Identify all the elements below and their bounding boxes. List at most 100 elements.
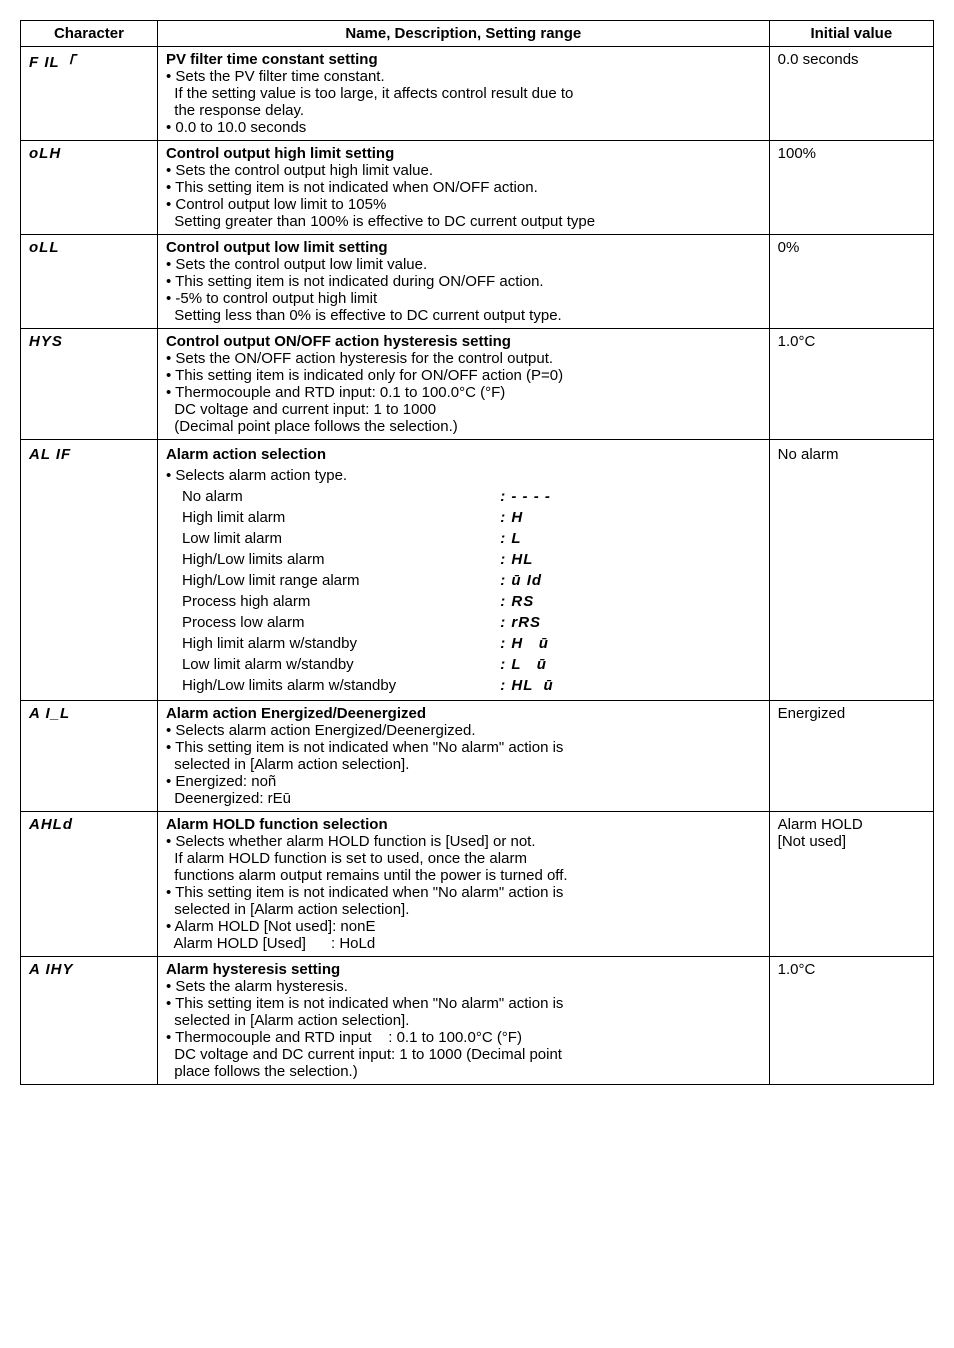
alarm-type-line: No alarm: - - - - bbox=[166, 486, 761, 507]
initial-value-cell: 100% bbox=[769, 141, 933, 235]
description-cell: PV filter time constant setting• Sets th… bbox=[157, 47, 769, 141]
alarm-code: : H bbox=[500, 507, 760, 528]
character-cell: AL IF bbox=[21, 440, 158, 701]
initial-value-cell: No alarm bbox=[769, 440, 933, 701]
table-row: A I_LAlarm action Energized/Deenergized•… bbox=[21, 701, 934, 812]
settings-table: Character Name, Description, Setting ran… bbox=[20, 20, 934, 1085]
description-cell: Control output ON/OFF action hysteresis … bbox=[157, 329, 769, 440]
alarm-type-line: Process low alarm: rRS bbox=[166, 612, 761, 633]
table-row: AHLdAlarm HOLD function selection• Selec… bbox=[21, 812, 934, 957]
description-line: • Thermocouple and RTD input : 0.1 to 10… bbox=[166, 1029, 761, 1046]
alarm-type-line: High limit alarm: H bbox=[166, 507, 761, 528]
description-line: place follows the selection.) bbox=[166, 1063, 761, 1080]
initial-value-cell: 1.0°C bbox=[769, 957, 933, 1085]
description-cell: Alarm action Energized/Deenergized• Sele… bbox=[157, 701, 769, 812]
description-line: • Thermocouple and RTD input: 0.1 to 100… bbox=[166, 384, 761, 401]
description-line: Alarm HOLD [Used] : HoLd bbox=[166, 935, 761, 952]
setting-title: Alarm action Energized/Deenergized bbox=[166, 705, 761, 722]
setting-title: Alarm HOLD function selection bbox=[166, 816, 761, 833]
alarm-code: : rRS bbox=[500, 612, 760, 633]
alarm-label: High/Low limits alarm w/standby bbox=[182, 675, 500, 696]
description-line: • Sets the ON/OFF action hysteresis for … bbox=[166, 350, 761, 367]
header-initial: Initial value bbox=[769, 21, 933, 47]
description-line: selected in [Alarm action selection]. bbox=[166, 756, 761, 773]
alarm-code: : HL bbox=[500, 549, 760, 570]
description-line: • This setting item is not indicated whe… bbox=[166, 179, 761, 196]
character-cell: AHLd bbox=[21, 812, 158, 957]
description-line: If the setting value is too large, it af… bbox=[166, 85, 761, 102]
initial-value-cell: 0.0 seconds bbox=[769, 47, 933, 141]
description-line: • This setting item is not indicated whe… bbox=[166, 995, 761, 1012]
description-line: • This setting item is not indicated whe… bbox=[166, 739, 761, 756]
character-cell: oLL bbox=[21, 235, 158, 329]
alarm-label: Process low alarm bbox=[182, 612, 500, 633]
initial-value-cell: Energized bbox=[769, 701, 933, 812]
description-line: • Energized: noñ bbox=[166, 773, 761, 790]
alarm-type-line: High limit alarm w/standby: H ū bbox=[166, 633, 761, 654]
character-cell: A IHY bbox=[21, 957, 158, 1085]
table-row: HYS Control output ON/OFF action hysteres… bbox=[21, 329, 934, 440]
description-line: If alarm HOLD function is set to used, o… bbox=[166, 850, 761, 867]
description-line: • Sets the control output low limit valu… bbox=[166, 256, 761, 273]
description-line: • -5% to control output high limit bbox=[166, 290, 761, 307]
setting-title: Control output high limit setting bbox=[166, 145, 761, 162]
description-line: the response delay. bbox=[166, 102, 761, 119]
description-line: (Decimal point place follows the selecti… bbox=[166, 418, 761, 435]
header-character: Character bbox=[21, 21, 158, 47]
alarm-label: High limit alarm w/standby bbox=[182, 633, 500, 654]
alarm-code: : L bbox=[500, 528, 760, 549]
description-line: Setting less than 0% is effective to DC … bbox=[166, 307, 761, 324]
alarm-type-line: Low limit alarm: L bbox=[166, 528, 761, 549]
description-line: • 0.0 to 10.0 seconds bbox=[166, 119, 761, 136]
alarm-code: : - - - - bbox=[500, 486, 760, 507]
description-line: • Sets the PV filter time constant. bbox=[166, 68, 761, 85]
initial-value-cell: 1.0°C bbox=[769, 329, 933, 440]
table-header-row: Character Name, Description, Setting ran… bbox=[21, 21, 934, 47]
description-cell: Control output high limit setting• Sets … bbox=[157, 141, 769, 235]
setting-title: Control output ON/OFF action hysteresis … bbox=[166, 333, 761, 350]
table-row: oLLControl output low limit setting• Set… bbox=[21, 235, 934, 329]
description-line: selected in [Alarm action selection]. bbox=[166, 1012, 761, 1029]
alarm-type-line: High/Low limit range alarm: ū Id bbox=[166, 570, 761, 591]
description-line: DC voltage and DC current input: 1 to 10… bbox=[166, 1046, 761, 1063]
initial-value-cell: 0% bbox=[769, 235, 933, 329]
description-line: DC voltage and current input: 1 to 1000 bbox=[166, 401, 761, 418]
description-line: Setting greater than 100% is effective t… bbox=[166, 213, 761, 230]
table-row: AL IFAlarm action selection• Selects ala… bbox=[21, 440, 934, 701]
setting-title: Alarm hysteresis setting bbox=[166, 961, 761, 978]
description-line: • Sets the control output high limit val… bbox=[166, 162, 761, 179]
setting-title: PV filter time constant setting bbox=[166, 51, 761, 68]
alarm-code: : HL ū bbox=[500, 675, 760, 696]
header-description: Name, Description, Setting range bbox=[157, 21, 769, 47]
character-cell: oLH bbox=[21, 141, 158, 235]
character-cell: HYS bbox=[21, 329, 158, 440]
description-line: selected in [Alarm action selection]. bbox=[166, 901, 761, 918]
description-line: • Sets the alarm hysteresis. bbox=[166, 978, 761, 995]
alarm-code: : H ū bbox=[500, 633, 760, 654]
description-cell: Alarm HOLD function selection• Selects w… bbox=[157, 812, 769, 957]
alarm-type-line: High/Low limits alarm: HL bbox=[166, 549, 761, 570]
table-row: A IHYAlarm hysteresis setting• Sets the … bbox=[21, 957, 934, 1085]
alarm-label: Process high alarm bbox=[182, 591, 500, 612]
alarm-type-line: Low limit alarm w/standby: L ū bbox=[166, 654, 761, 675]
description-cell: Control output low limit setting• Sets t… bbox=[157, 235, 769, 329]
setting-title: Control output low limit setting bbox=[166, 239, 761, 256]
alarm-label: High limit alarm bbox=[182, 507, 500, 528]
description-line: • Alarm HOLD [Not used]: nonE bbox=[166, 918, 761, 935]
description-line: functions alarm output remains until the… bbox=[166, 867, 761, 884]
alarm-label: Low limit alarm bbox=[182, 528, 500, 549]
alarm-code: : RS bbox=[500, 591, 760, 612]
description-line: • Control output low limit to 105% bbox=[166, 196, 761, 213]
description-line: • Selects alarm action type. bbox=[166, 465, 761, 486]
description-line: • Selects alarm action Energized/Deenerg… bbox=[166, 722, 761, 739]
table-row: oLHControl output high limit setting• Se… bbox=[21, 141, 934, 235]
description-line: • This setting item is indicated only fo… bbox=[166, 367, 761, 384]
alarm-label: Low limit alarm w/standby bbox=[182, 654, 500, 675]
alarm-label: High/Low limits alarm bbox=[182, 549, 500, 570]
initial-value-cell: Alarm HOLD [Not used] bbox=[769, 812, 933, 957]
alarm-label: No alarm bbox=[182, 486, 500, 507]
description-cell: Alarm hysteresis setting• Sets the alarm… bbox=[157, 957, 769, 1085]
description-cell: Alarm action selection• Selects alarm ac… bbox=[157, 440, 769, 701]
alarm-code: : L ū bbox=[500, 654, 760, 675]
character-cell: F IL「 bbox=[21, 47, 158, 141]
